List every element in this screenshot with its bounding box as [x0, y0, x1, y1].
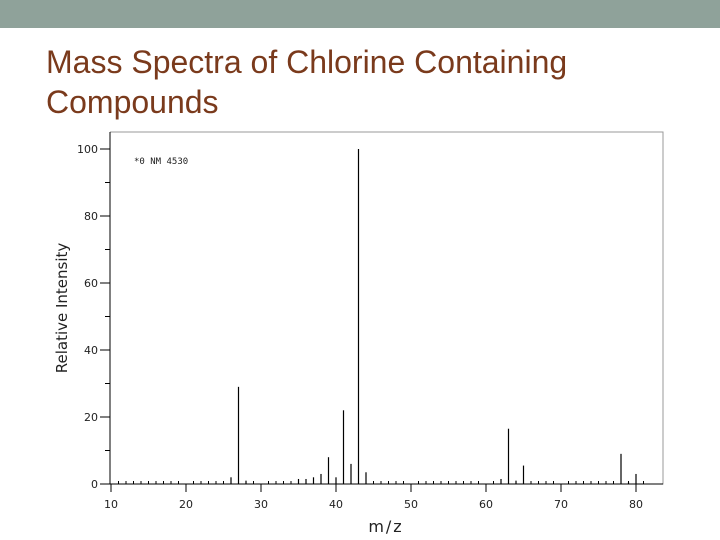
- spectrum-annotation: *0 NM 4530: [134, 157, 188, 167]
- plot-frame: [109, 131, 664, 485]
- x-tick-label: 30: [254, 498, 268, 511]
- slide-title-line-1: Mass Spectra of Chlorine Containing: [46, 44, 568, 80]
- y-tick-label: 80: [84, 210, 98, 223]
- x-tick-label: 80: [629, 498, 643, 511]
- spectrum-peaks: [230, 149, 637, 484]
- x-tick-label: 40: [329, 498, 343, 511]
- y-tick-label: 40: [84, 344, 98, 357]
- plot-border: [109, 131, 664, 485]
- y-axis-label: Relative Intensity: [53, 243, 71, 374]
- top-band: [0, 0, 720, 28]
- x-tick-label: 10: [104, 498, 118, 511]
- x-tick-label: 20: [179, 498, 193, 511]
- x-tick-label: 50: [404, 498, 418, 511]
- slide-title-line-2: Compounds: [46, 84, 219, 120]
- y-tick-label: 20: [84, 411, 98, 424]
- y-axis-ticks: 0 20 40 60 80 100: [77, 143, 110, 491]
- y-tick-label: 0: [91, 478, 98, 491]
- x-axis-label: m/z: [368, 517, 403, 536]
- x-tick-label: 70: [554, 498, 568, 511]
- x-axis-ticks: 10 20 30 40 50 60 70 80: [104, 484, 643, 511]
- y-tick-label: 60: [84, 277, 98, 290]
- x-tick-label: 60: [479, 498, 493, 511]
- slide-title: Mass Spectra of Chlorine Containing Comp…: [46, 42, 666, 122]
- y-tick-label: 100: [77, 143, 98, 156]
